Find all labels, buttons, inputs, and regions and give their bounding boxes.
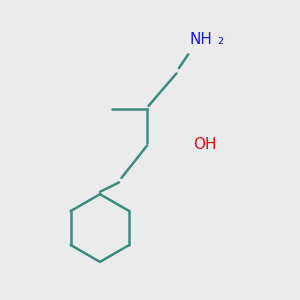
- Text: OH: OH: [193, 136, 216, 152]
- Text: NH: NH: [190, 32, 213, 47]
- Text: ₂: ₂: [217, 32, 223, 47]
